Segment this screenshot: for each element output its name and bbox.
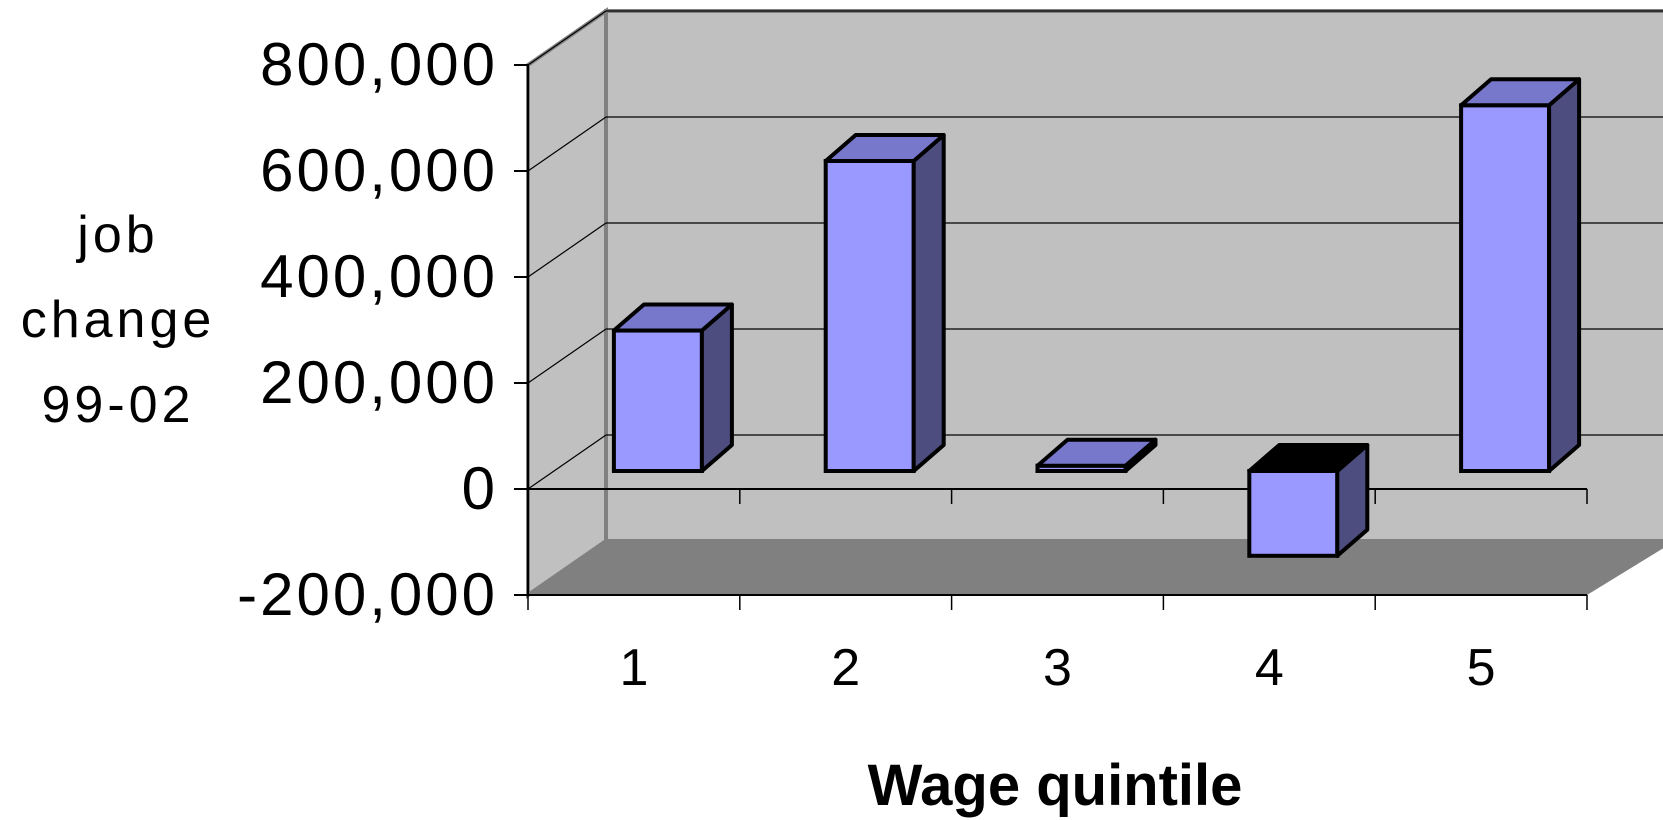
y-axis-label-line: job <box>75 206 158 264</box>
bar-top <box>1459 77 1582 108</box>
y-tick-label: 600,000 <box>260 137 498 204</box>
axes <box>514 64 1588 610</box>
bar-front <box>611 328 704 473</box>
gridline-side <box>527 434 607 490</box>
x-tick-label: 3 <box>1043 639 1072 697</box>
bar-top <box>1247 443 1370 473</box>
bar-3 <box>1035 437 1158 474</box>
gridline-side <box>527 222 607 278</box>
x-axis-label: Wage quintile <box>868 753 1243 818</box>
bar-front <box>1459 103 1552 474</box>
bar-1 <box>611 302 734 473</box>
x-tick-label: 1 <box>619 639 648 697</box>
x-tick-labels: 1 2 3 4 5 <box>619 639 1495 697</box>
bar-5 <box>1459 77 1582 474</box>
bar-top <box>611 302 734 333</box>
bar-top <box>823 132 946 163</box>
gridline-side <box>527 10 607 66</box>
y-tick-label: 800,000 <box>260 31 498 98</box>
gridline-side <box>527 116 607 172</box>
y-tick-label: -200,000 <box>237 561 498 628</box>
y-axis-label: job change 99-02 <box>21 206 216 434</box>
bar-front <box>1247 469 1340 558</box>
y-axis-label-line: 99-02 <box>42 376 195 434</box>
bar-2 <box>823 132 946 473</box>
bar-4 <box>1247 443 1370 558</box>
y-tick-label: 200,000 <box>260 349 498 416</box>
bar-side <box>699 302 734 473</box>
gridline-side <box>527 328 607 384</box>
y-tick-labels: 800,000 600,000 400,000 200,000 0 -200,000 <box>237 31 498 628</box>
side-wall <box>526 7 608 599</box>
bar-front <box>823 158 916 473</box>
x-tick-label: 5 <box>1467 639 1496 697</box>
y-axis-label-line: change <box>21 291 216 349</box>
bar-top <box>1035 437 1158 468</box>
y-tick-label: 0 <box>462 455 498 522</box>
x-tick-label: 2 <box>831 639 860 697</box>
floor <box>528 541 1663 595</box>
bars <box>611 77 1582 558</box>
bar-side <box>911 132 946 473</box>
bar-side <box>1547 77 1582 473</box>
x-tick-label: 4 <box>1255 639 1284 697</box>
y-tick-label: 400,000 <box>260 243 498 310</box>
